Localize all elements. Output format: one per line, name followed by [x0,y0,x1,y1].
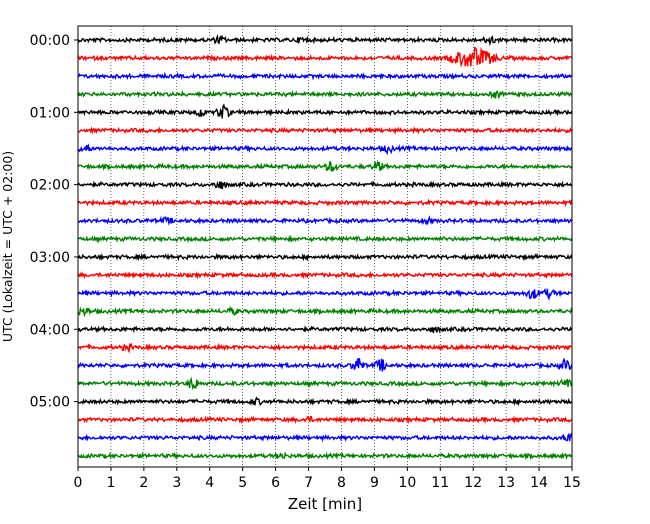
trace-line-21 [78,415,573,425]
x-tick-label: 15 [563,475,581,491]
trace-line-7 [77,159,573,172]
y-tick-label: 02:00 [30,178,70,194]
y-tick-label: 05:00 [30,395,70,411]
x-tick-label: 3 [172,475,181,491]
trace-line-4 [77,103,573,119]
x-tick-label: 12 [464,475,482,491]
y-axis-label: UTC (Lokalzeit = UTC + 02:00) [0,151,15,342]
x-axis-label: Zeit [min] [288,495,362,513]
trace-line-15 [77,305,573,318]
trace-line-14 [77,287,573,301]
x-tick-label: 10 [398,475,416,491]
axis-layer: 0 1 2 3 4 5 6 7 8 9 10 11 12 13 14 1500:0001:0002:0003:… [30,33,581,491]
trace-line-12 [77,252,573,262]
trace-line-17 [77,342,573,354]
x-tick-label: 6 [271,475,280,491]
trace-line-13 [77,270,573,280]
x-tick-label: 2 [139,475,148,491]
y-tick-label: 03:00 [30,250,70,266]
x-tick-label: 1 [106,475,115,491]
trace-line-18 [77,357,573,372]
trace-line-16 [77,324,573,334]
trace-line-20 [77,396,573,407]
trace-line-19 [77,376,573,391]
x-tick-label: 7 [304,475,313,491]
trace-line-2 [77,71,572,81]
trace-line-5 [77,126,573,136]
x-tick-label: 4 [205,475,214,491]
x-tick-label: 8 [337,475,346,491]
trace-line-3 [77,89,573,100]
trace-line-0 [77,34,573,47]
trace-line-23 [77,451,573,461]
trace-line-10 [77,215,573,226]
trace-line-1 [77,46,573,68]
trace-line-22 [77,432,573,443]
trace-line-6 [77,143,573,156]
trace-line-11 [77,234,573,244]
y-tick-label: 01:00 [30,105,70,121]
plot-frame [77,25,573,468]
trace-line-9 [77,198,573,208]
trace-line-8 [77,179,573,190]
trace-layer [77,34,573,461]
y-tick-label: 00:00 [30,33,70,49]
x-tick-label: 9 [370,475,379,491]
x-tick-label: 14 [530,475,548,491]
y-tick-label: 04:00 [30,322,70,338]
x-tick-label: 0 [74,475,83,491]
x-tick-label: 5 [238,475,247,491]
x-tick-label: 13 [497,475,515,491]
x-tick-label: 11 [431,475,449,491]
